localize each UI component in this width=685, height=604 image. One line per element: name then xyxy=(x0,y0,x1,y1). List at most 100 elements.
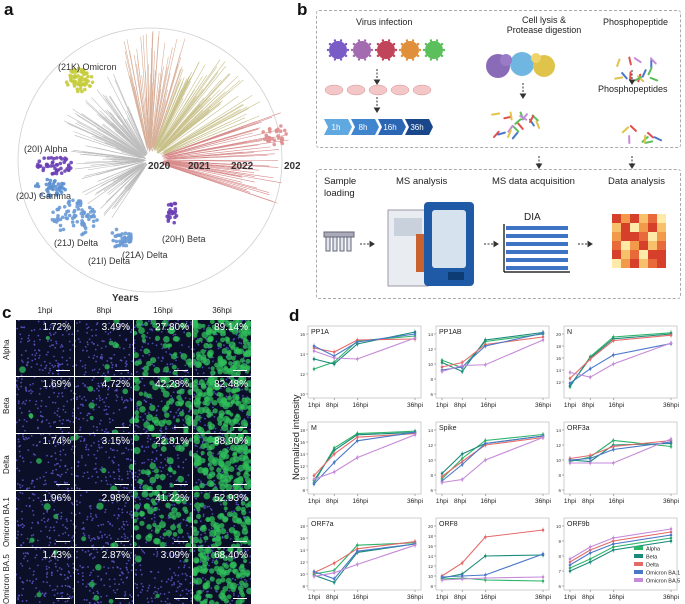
legend-swatch xyxy=(634,578,643,582)
data-point xyxy=(333,449,336,452)
y-tick-label: 10 xyxy=(300,572,306,577)
infection-percent: 89.14% xyxy=(214,322,248,333)
x-tick-label: 8hpi xyxy=(454,594,466,601)
data-point xyxy=(589,376,592,379)
data-point xyxy=(461,562,464,565)
data-point xyxy=(670,334,673,337)
x-tick-label: 36hpi xyxy=(535,402,551,409)
scale-bar xyxy=(174,427,188,429)
y-tick-label: 12 xyxy=(300,560,306,565)
micrograph-alpha-36hpi: 89.14% xyxy=(193,320,251,376)
column-1hpi: 1hpi xyxy=(16,306,74,315)
subplot-title: ORF7a xyxy=(311,521,334,528)
x-tick-label: 1hpi xyxy=(564,498,576,505)
y-tick-label: 6 xyxy=(430,392,433,397)
infection-percent: 88.90% xyxy=(214,436,248,447)
infection-percent: 41.22% xyxy=(155,493,189,504)
data-point xyxy=(333,471,336,474)
y-tick-label: 9 xyxy=(558,539,561,544)
step-data-analysis: Data analysis xyxy=(608,176,665,187)
y-tick-label: 20 xyxy=(556,332,562,337)
data-point xyxy=(542,580,545,583)
data-point xyxy=(333,562,336,565)
data-point xyxy=(569,371,572,374)
data-point xyxy=(612,448,615,451)
heatmap-icon xyxy=(612,214,666,268)
sample-tubes-icon xyxy=(324,232,354,251)
phylogenetic-tree: 2020 2021 2022 2023 (21K) Omicron (20I) … xyxy=(0,0,300,305)
timepoint-label-1h: 1h xyxy=(332,123,341,132)
data-point xyxy=(441,475,444,478)
y-tick-label: 6 xyxy=(558,488,561,493)
data-point xyxy=(333,581,336,584)
dia-windows-icon xyxy=(504,224,570,272)
legend-label: Beta xyxy=(646,555,658,561)
data-point xyxy=(414,544,417,547)
infection-percent: 68.40% xyxy=(214,550,248,561)
subplot-frame xyxy=(436,422,549,494)
subplot-title: M xyxy=(311,425,317,432)
scale-bar xyxy=(174,370,188,372)
scale-bar xyxy=(56,484,70,486)
y-tick-label: 6 xyxy=(558,584,561,589)
y-tick-label: 8 xyxy=(558,554,561,559)
data-point xyxy=(612,339,615,342)
y-tick-label: 16 xyxy=(300,440,306,445)
data-point xyxy=(542,332,545,335)
data-point xyxy=(461,578,464,581)
data-point xyxy=(484,459,487,462)
step-ms-data-acquisition: MS data acquisition xyxy=(492,176,575,187)
x-tick-label: 8hpi xyxy=(582,402,594,409)
scale-bar xyxy=(115,484,129,486)
data-point xyxy=(484,363,487,366)
infection-percent: 1.69% xyxy=(43,379,71,390)
data-point xyxy=(612,549,615,552)
data-point xyxy=(461,370,464,373)
x-tick-label: 8hpi xyxy=(454,498,466,505)
legend-label: Omicron BA.5 xyxy=(646,579,680,585)
micrograph-alpha-8hpi: 3.49% xyxy=(75,320,133,376)
scale-bar xyxy=(56,541,70,543)
data-point xyxy=(670,438,673,441)
data-point xyxy=(542,576,545,579)
scale-bar xyxy=(174,598,188,600)
y-tick-label: 8 xyxy=(558,473,561,478)
x-tick-label: 1hpi xyxy=(308,594,320,601)
x-tick-label: 8hpi xyxy=(582,594,594,601)
data-point xyxy=(589,546,592,549)
data-point xyxy=(569,462,572,465)
micrograph-omicron-ba-5-1hpi: 1.43% xyxy=(16,548,74,604)
y-tick-label: 8 xyxy=(302,488,305,493)
data-point xyxy=(313,478,316,481)
y-tick-label: 14 xyxy=(556,428,562,433)
micrograph-beta-1hpi: 1.69% xyxy=(16,377,74,433)
data-point xyxy=(461,453,464,456)
y-tick-label: 10 xyxy=(300,392,306,397)
column-36hpi: 36hpi xyxy=(193,306,251,315)
data-point xyxy=(461,364,464,367)
x-tick-label: 1hpi xyxy=(564,594,576,601)
data-point xyxy=(333,351,336,354)
y-tick-label: 14 xyxy=(428,554,434,559)
data-point xyxy=(313,575,316,578)
subplot-title: ORF3a xyxy=(567,425,590,432)
y-tick-label: 18 xyxy=(300,428,306,433)
subplot-title: ORF9b xyxy=(567,521,590,528)
data-point xyxy=(441,361,444,364)
data-point xyxy=(441,579,444,582)
data-point xyxy=(484,345,487,348)
y-tick-label: 20 xyxy=(428,524,434,529)
data-point xyxy=(356,436,359,439)
data-point xyxy=(356,341,359,344)
timepoint-label-36h: 36h xyxy=(410,123,423,132)
data-point xyxy=(612,439,615,442)
y-tick-label: 12 xyxy=(300,372,306,377)
data-point xyxy=(589,552,592,555)
x-tick-label: 36hpi xyxy=(663,498,679,505)
x-tick-label: 36hpi xyxy=(663,594,679,601)
clade-label-alpha: (20I) Alpha xyxy=(24,144,68,154)
